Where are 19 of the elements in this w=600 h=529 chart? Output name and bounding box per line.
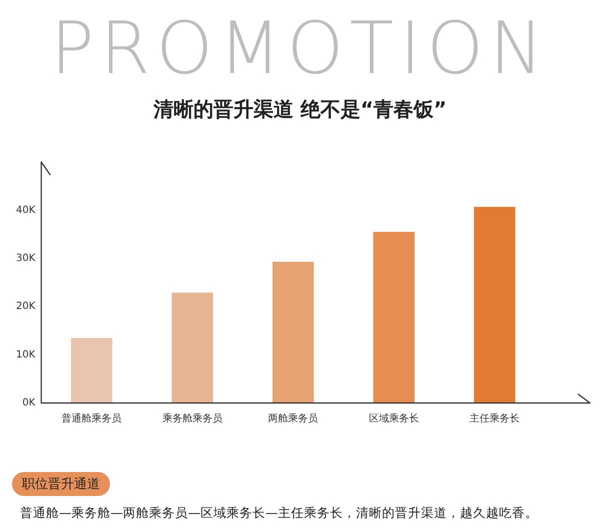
x-tick-label: 主任乘务长 bbox=[470, 412, 520, 425]
x-tick-label: 普通舱乘务员 bbox=[62, 412, 122, 425]
text: 普通舱—乘务舱—两舱乘务员—区域乘务长—主任乘务长，清晰的晋升渠道，越久越吃香。 bbox=[20, 505, 539, 522]
text: PROMOTION bbox=[50, 6, 550, 90]
bar bbox=[474, 206, 516, 403]
y-tick-label: 10K bbox=[16, 349, 36, 360]
y-tick-label: 40K bbox=[16, 204, 36, 216]
y-tick-label: 30K bbox=[16, 252, 36, 264]
bar bbox=[172, 292, 214, 403]
bar bbox=[71, 338, 112, 403]
x-tick-label: 区域乘务长 bbox=[368, 412, 419, 425]
bar bbox=[272, 262, 314, 403]
x-tick-label: 乘务舱乘务员 bbox=[162, 412, 222, 425]
x-tick-label: 两舱乘务员 bbox=[268, 412, 318, 425]
y-tick-label: 20K bbox=[16, 301, 36, 312]
chart-title: 清晰的晋升渠道 绝不是“青春饭” bbox=[152, 96, 448, 123]
bar bbox=[373, 232, 415, 403]
text: 职位晋升通道 bbox=[12, 472, 110, 496]
y-tick-label: 0K bbox=[22, 398, 36, 409]
